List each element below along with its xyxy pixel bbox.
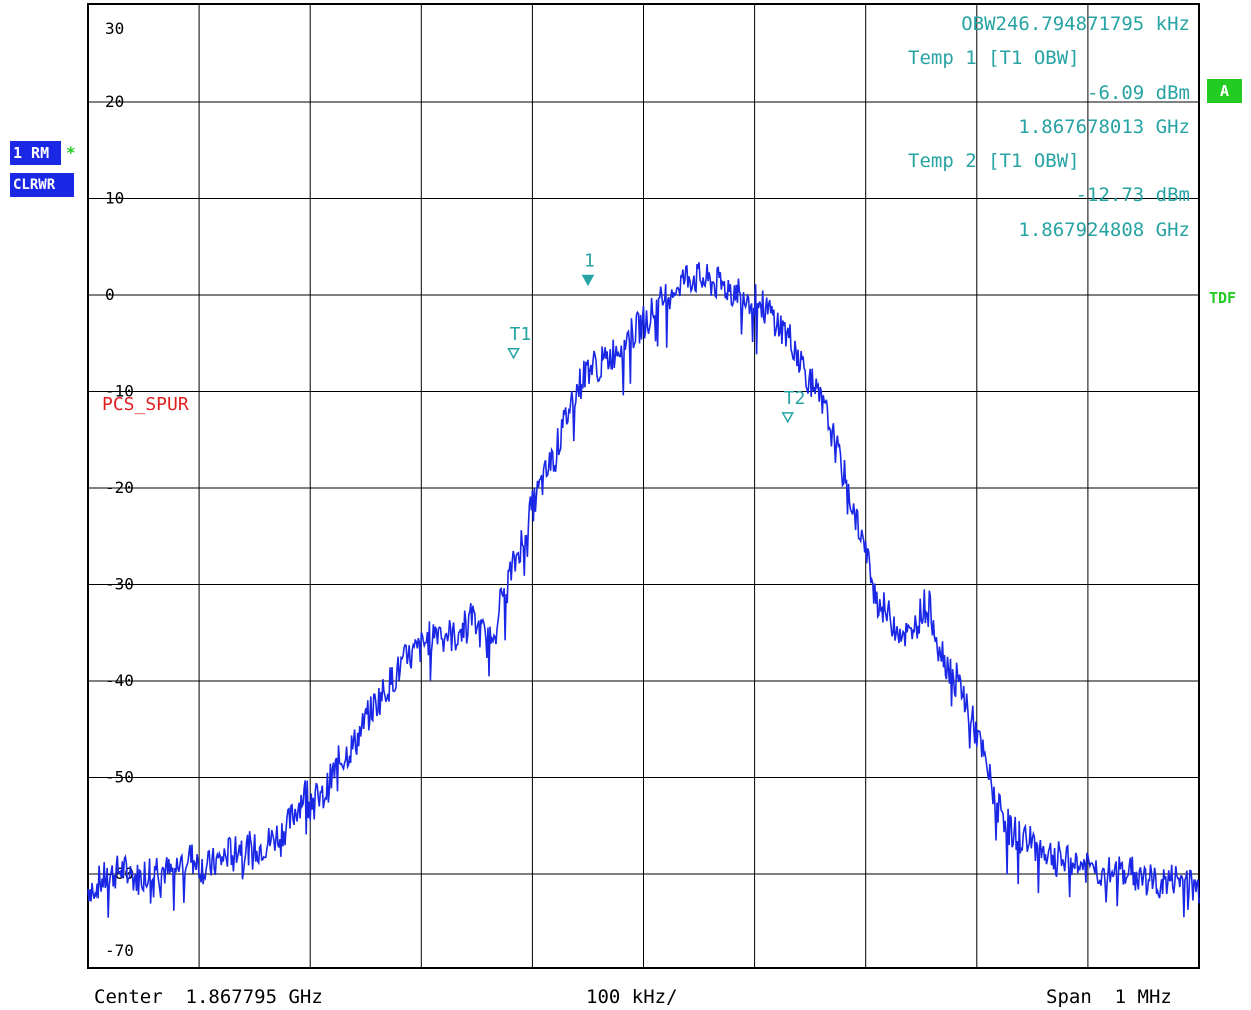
grid	[88, 4, 1199, 968]
temp1-freq: 1.867678013 GHz	[1018, 116, 1190, 138]
marker-1-label: 1	[584, 251, 595, 272]
marker-layer: 1 T1 T2	[507, 251, 806, 424]
temp2-label: Temp 2 [T1 OBW]	[908, 150, 1080, 172]
marker-t1-label: T1	[510, 324, 532, 345]
y-tick-label: 0	[105, 285, 115, 304]
marker-t2-triangle	[781, 412, 794, 424]
y-tick-label: -50	[105, 768, 134, 787]
temp2-freq: 1.867924808 GHz	[1018, 219, 1190, 241]
trace-mode-label: 1 RM	[13, 144, 50, 162]
y-tick-label: -70	[105, 941, 134, 960]
clear-write-badge[interactable]: CLRWR	[10, 173, 74, 197]
y-tick-label: 30	[105, 19, 124, 38]
marker-t2-label: T2	[784, 388, 806, 409]
center-frequency: Center 1.867795 GHz	[94, 986, 323, 1008]
trace-mode-badge[interactable]: 1 RM	[10, 141, 61, 165]
marker-1-triangle	[581, 274, 595, 287]
marker-t1-triangle	[507, 348, 520, 360]
y-tick-label: 10	[105, 189, 124, 208]
y-tick-label: -30	[105, 575, 134, 594]
trace-star: *	[66, 143, 76, 162]
tdf-badge: TDF	[1209, 289, 1237, 307]
y-tick-label: 20	[105, 92, 124, 111]
frequency-per-division: 100 kHz/	[586, 986, 678, 1008]
temp2-level: -12.73 dBm	[1076, 184, 1190, 206]
y-tick-label: -20	[105, 478, 134, 497]
clear-write-label: CLRWR	[13, 177, 56, 193]
screen-a-label: A	[1219, 82, 1230, 100]
temp1-level: -6.09 dBm	[1087, 82, 1190, 104]
temp1-label: Temp 1 [T1 OBW]	[908, 47, 1080, 69]
marker-readout: OBW246.794871795 kHz Temp 1 [T1 OBW] -6.…	[908, 13, 1190, 241]
spectrum-trace	[87, 262, 1200, 918]
obw-readout: OBW246.794871795 kHz	[961, 13, 1190, 35]
screen-a-badge[interactable]: A	[1207, 79, 1242, 103]
y-tick-label: -10	[105, 382, 134, 401]
y-tick-label: -40	[105, 671, 134, 690]
limit-line-label: PCS_SPUR	[102, 394, 189, 415]
span: Span 1 MHz	[1046, 986, 1172, 1008]
trace-layer	[87, 262, 1200, 918]
